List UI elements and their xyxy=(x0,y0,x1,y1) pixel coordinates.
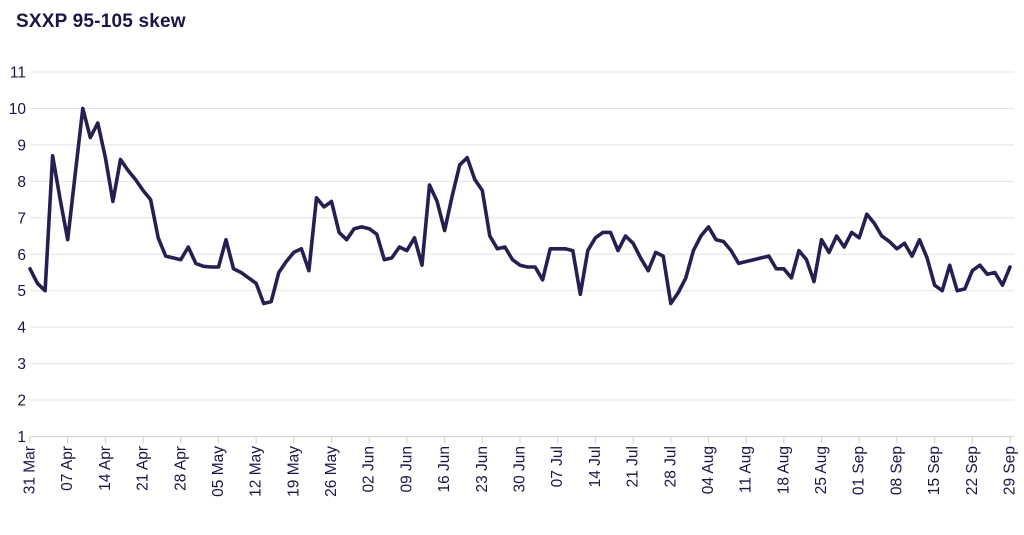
x-tick-label: 18 Aug xyxy=(775,446,792,494)
y-tick-label-5: 5 xyxy=(17,283,26,300)
x-tick-label: 04 Aug xyxy=(700,446,717,494)
x-tick-label: 01 Sep xyxy=(851,446,868,495)
chart-title: SXXP 95-105 skew xyxy=(16,11,186,32)
x-tick-label: 11 Aug xyxy=(738,446,755,493)
x-tick-label: 21 Jul xyxy=(625,446,642,487)
x-tick-label: 12 May xyxy=(248,446,265,497)
data-series xyxy=(28,106,1012,306)
y-tick-label-11: 11 xyxy=(10,65,26,82)
x-axis-labels: 31 Mar 07 Apr 14 Apr 21 Apr 28 Apr 05 May 12 M… xyxy=(22,446,1019,497)
x-tick-label: 14 Jul xyxy=(587,446,604,487)
x-tick-label: 25 Aug xyxy=(813,446,830,494)
y-tick-label-8: 8 xyxy=(17,174,26,191)
x-tick-label: 28 Jul xyxy=(662,446,679,487)
x-tick-label: 05 May xyxy=(210,446,227,497)
y-tick-label-2: 2 xyxy=(17,393,26,410)
x-tick-label: 28 Apr xyxy=(172,446,189,491)
x-tick-label: 29 Sep xyxy=(1002,446,1019,495)
x-tick-label: 07 Apr xyxy=(59,446,76,491)
x-tick-label: 21 Apr xyxy=(135,446,152,491)
x-tick-label: 19 May xyxy=(285,446,302,497)
y-tick-label-7: 7 xyxy=(17,210,26,227)
y-tick-label-10: 10 xyxy=(9,101,27,118)
y-tick-label-9: 9 xyxy=(17,137,26,154)
skew-series-line xyxy=(28,106,1012,306)
x-tick-label: 31 Mar xyxy=(22,446,39,494)
y-axis-labels: 1 2 3 4 5 6 7 8 9 10 11 xyxy=(9,65,27,447)
y-tick-label-3: 3 xyxy=(17,356,26,373)
y-tick-label-4: 4 xyxy=(17,320,26,337)
x-tick-label: 07 Jul xyxy=(549,446,566,487)
x-tick-label: 30 Jun xyxy=(512,446,529,493)
y-tick-label-1: 1 xyxy=(17,429,26,446)
x-tick-label: 15 Sep xyxy=(926,446,943,495)
gridlines xyxy=(30,71,1014,438)
x-tick-label: 26 May xyxy=(323,446,340,497)
x-tick-label: 23 Jun xyxy=(474,446,491,493)
x-axis xyxy=(29,437,1011,444)
y-tick-label-6: 6 xyxy=(17,247,26,264)
x-tick-label: 14 Apr xyxy=(97,446,114,491)
x-tick-label: 16 Jun xyxy=(436,446,453,493)
x-tick-label: 09 Jun xyxy=(398,446,415,493)
x-tick-label: 02 Jun xyxy=(361,446,378,493)
x-tick-label: 08 Sep xyxy=(888,446,905,495)
x-tick-label: 22 Sep xyxy=(964,446,981,495)
